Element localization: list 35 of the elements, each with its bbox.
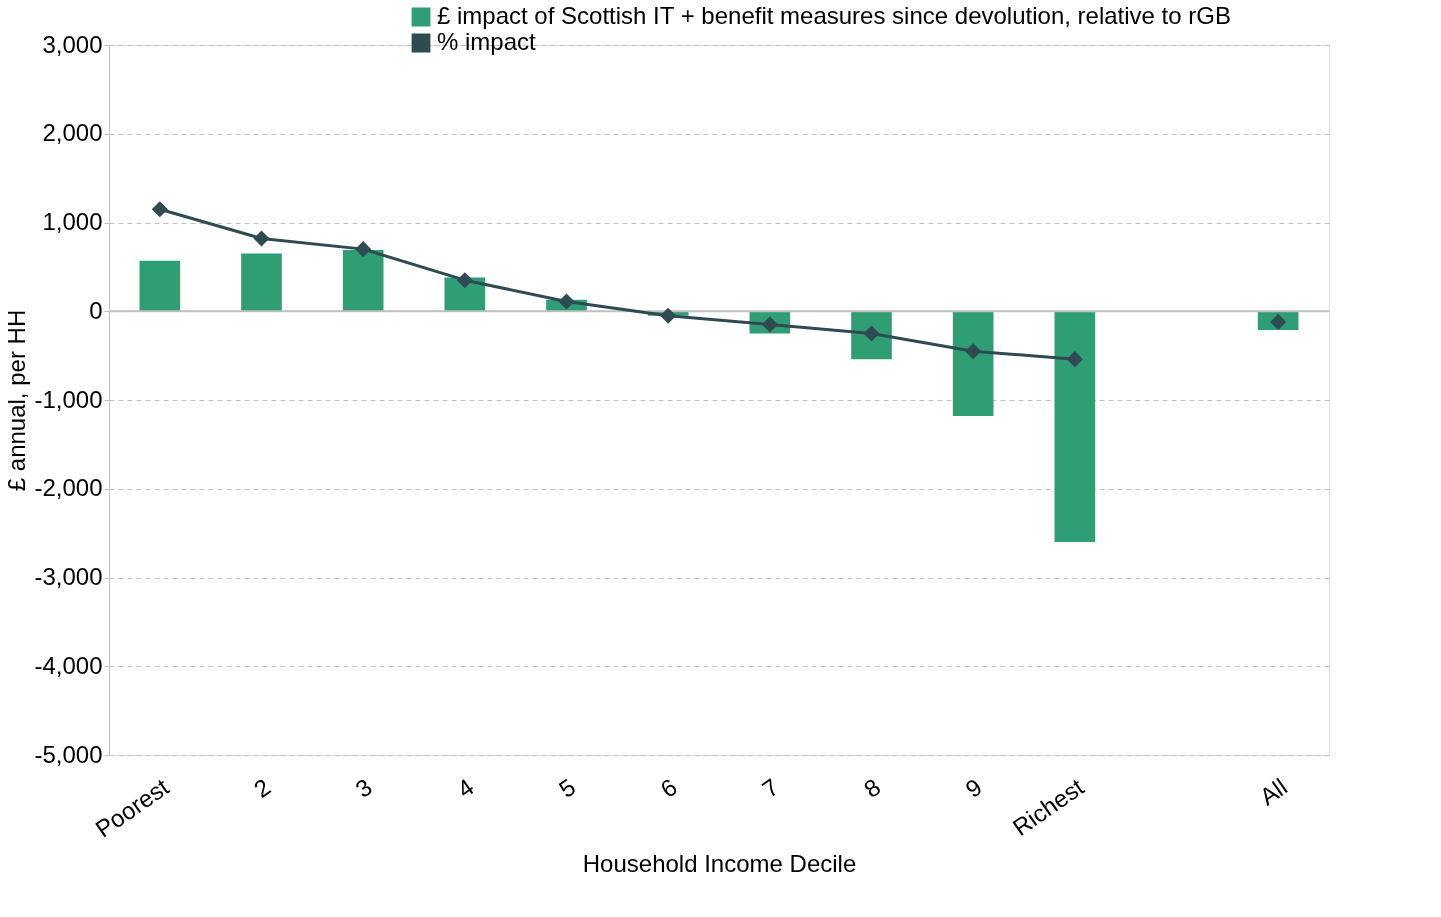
x-tick-label: 8 xyxy=(858,773,886,803)
point xyxy=(965,343,982,360)
legend-label: % impact xyxy=(437,28,537,55)
x-tick-label: 9 xyxy=(960,773,987,803)
y-tick-label: -5,000 xyxy=(34,740,103,768)
point xyxy=(355,241,372,258)
y-tick-label: 1,000 xyxy=(42,208,103,235)
y-tick-label: -3,000 xyxy=(34,563,103,590)
y-tick-label: -2,000 xyxy=(34,474,103,502)
bar xyxy=(139,260,181,312)
x-tick-label: 7 xyxy=(757,773,784,803)
x-tick-label: 5 xyxy=(553,773,581,803)
bar xyxy=(952,311,994,416)
y-tick-label: -1,000 xyxy=(34,385,103,413)
bar xyxy=(241,253,282,312)
x-axis-title: Household Income Decile xyxy=(582,849,857,877)
x-tick-label: 4 xyxy=(452,773,479,803)
bar xyxy=(342,250,384,312)
point xyxy=(1066,351,1083,368)
y-tick-label: 2,000 xyxy=(42,119,103,147)
y-tick-label: -4,000 xyxy=(34,651,103,679)
y-tick-label: 0 xyxy=(89,296,103,324)
point xyxy=(558,293,575,310)
x-tick-label: All xyxy=(1254,773,1292,811)
bar xyxy=(1054,311,1096,542)
y-axis-title: £ annual, per HH xyxy=(3,309,31,492)
point xyxy=(253,230,270,247)
y-tick-label: 3,000 xyxy=(42,30,103,58)
x-tick-label: 6 xyxy=(655,773,682,803)
point xyxy=(151,201,168,218)
legend-label: £ impact of Scottish IT + benefit measures since devolution, relative to rGB xyxy=(437,2,1231,29)
point xyxy=(660,307,677,324)
point xyxy=(456,272,473,289)
x-tick-label: 3 xyxy=(350,773,377,803)
x-tick-label: 2 xyxy=(248,773,276,803)
